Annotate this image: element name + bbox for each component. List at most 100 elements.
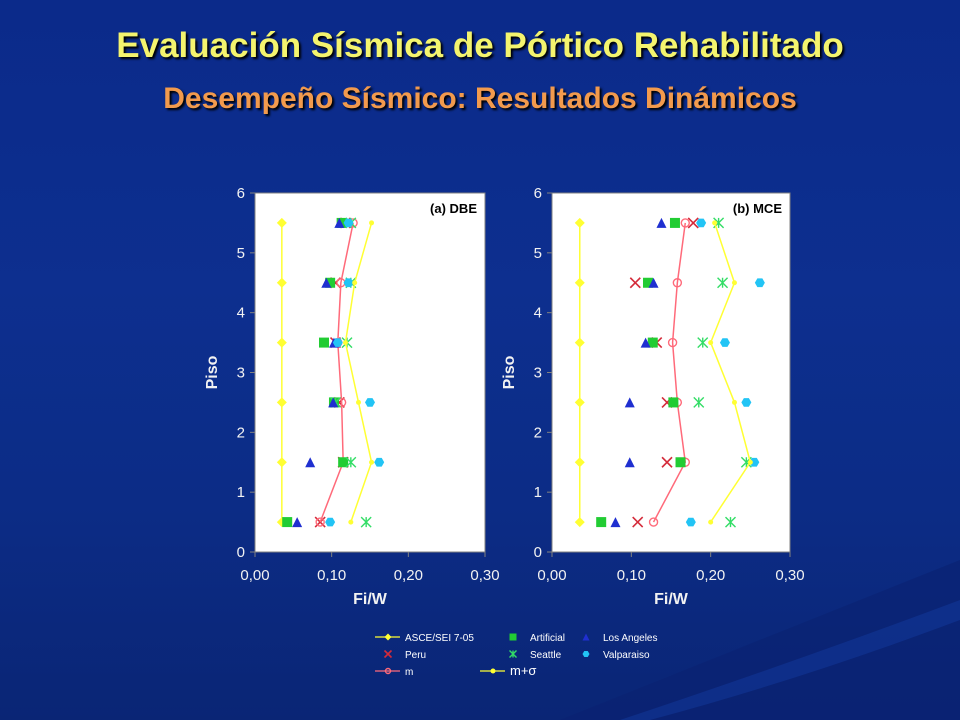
legend-marker — [509, 650, 517, 658]
y-axis-label: Piso — [501, 355, 518, 389]
data-point — [708, 340, 714, 346]
data-point — [315, 517, 325, 527]
data-point — [669, 217, 680, 228]
data-point — [369, 459, 375, 465]
series-asce-sei-7-05 — [276, 217, 287, 528]
chart-legend: ASCE/SEI 7-05 Artificial Los Angeles Peru Se… — [375, 633, 658, 678]
series-valparaiso — [325, 218, 385, 527]
data-point — [647, 337, 658, 348]
legend-marker-stroke-2 — [383, 649, 393, 659]
data-point — [276, 277, 287, 288]
data-point — [276, 457, 287, 468]
data-point — [342, 340, 348, 346]
x-tick-label: 0,30 — [470, 567, 499, 584]
y-tick-label: 4 — [237, 305, 245, 322]
data-point — [276, 397, 287, 408]
data-point — [360, 516, 372, 528]
y-tick-label: 1 — [534, 484, 542, 501]
legend-label: Artificial — [530, 633, 565, 644]
series-los-angeles — [610, 217, 667, 528]
data-point — [574, 517, 585, 528]
data-point — [629, 277, 641, 289]
x-tick-label: 0,20 — [394, 567, 423, 584]
data-point — [667, 337, 678, 348]
data-point — [343, 278, 354, 288]
data-point — [731, 399, 737, 405]
y-tick-label: 6 — [237, 185, 245, 202]
series-line — [319, 222, 354, 523]
data-point — [356, 399, 361, 405]
data-point — [574, 397, 585, 408]
series-valparaiso — [685, 218, 765, 527]
series-asce-sei-7-05 — [574, 217, 585, 528]
slide-subtitle: Desempeño Sísmico: Resultados Dinámicos — [163, 82, 797, 115]
legend-item: Los Angeles — [582, 633, 658, 644]
y-tick-label: 4 — [534, 305, 542, 322]
data-point — [319, 337, 329, 348]
data-point — [712, 220, 718, 226]
legend-item: ASCE/SEI 7-05 — [375, 633, 474, 644]
legend-item: Seattle — [509, 650, 562, 661]
y-tick-label: 1 — [237, 484, 245, 501]
slide-title: Evaluación Sísmica de Pórtico Rehabilita… — [116, 26, 844, 65]
data-point — [741, 398, 752, 407]
y-tick-label: 2 — [534, 424, 542, 441]
data-point — [640, 337, 651, 348]
y-axis-label: Piso — [204, 355, 221, 389]
x-axis-label: Fi/W — [353, 591, 388, 608]
legend-item: Peru — [383, 649, 426, 661]
data-point-stroke-2 — [687, 217, 699, 229]
series-artificial — [596, 217, 686, 528]
legend-item: m — [375, 667, 413, 678]
data-point — [345, 456, 357, 468]
data-point — [624, 397, 635, 408]
x-axis-label: Fi/W — [654, 591, 689, 608]
data-point — [334, 217, 345, 228]
data-point — [696, 218, 707, 228]
data-point — [276, 337, 287, 348]
legend-label: Peru — [405, 650, 426, 661]
data-point — [596, 517, 607, 528]
y-tick-label: 3 — [237, 365, 245, 382]
data-point — [731, 280, 737, 286]
data-point — [697, 337, 709, 349]
legend-label: m+σ — [510, 663, 536, 678]
data-point — [276, 217, 287, 228]
data-point — [325, 517, 336, 527]
series-line — [709, 222, 752, 523]
panel-label: (a) DBE — [430, 201, 477, 216]
legend-label: ASCE/SEI 7-05 — [405, 633, 474, 644]
data-point — [348, 519, 354, 525]
data-point — [305, 457, 316, 468]
legend-label: Seattle — [530, 650, 562, 661]
data-point — [574, 457, 585, 468]
data-point — [672, 278, 683, 288]
data-point — [632, 516, 644, 528]
data-point — [648, 277, 659, 288]
legend-marker — [383, 649, 393, 659]
data-point — [725, 516, 736, 528]
data-point — [610, 517, 621, 528]
data-point — [343, 218, 354, 228]
legend-label: Los Angeles — [603, 633, 658, 644]
data-point — [747, 459, 753, 465]
data-point — [680, 218, 690, 228]
data-point-stroke-2 — [629, 277, 641, 289]
data-point — [328, 397, 339, 408]
data-point — [292, 517, 303, 528]
data-point — [656, 217, 667, 228]
legend-marker — [582, 633, 590, 641]
data-point — [374, 457, 385, 467]
data-point — [574, 337, 585, 348]
y-tick-label: 2 — [237, 424, 245, 441]
data-point — [325, 277, 336, 288]
data-point — [365, 398, 375, 407]
series-line — [344, 222, 373, 523]
data-point — [717, 277, 729, 289]
legend-label: m — [405, 667, 413, 678]
x-tick-label: 0,10 — [317, 567, 346, 584]
chart-panel-dbe: 0 1 2 3 4 5 6 0,00 0,10 0,20 0,30 Fi/W Piso (a) DBE — [204, 185, 500, 608]
series-m- — [708, 220, 753, 525]
